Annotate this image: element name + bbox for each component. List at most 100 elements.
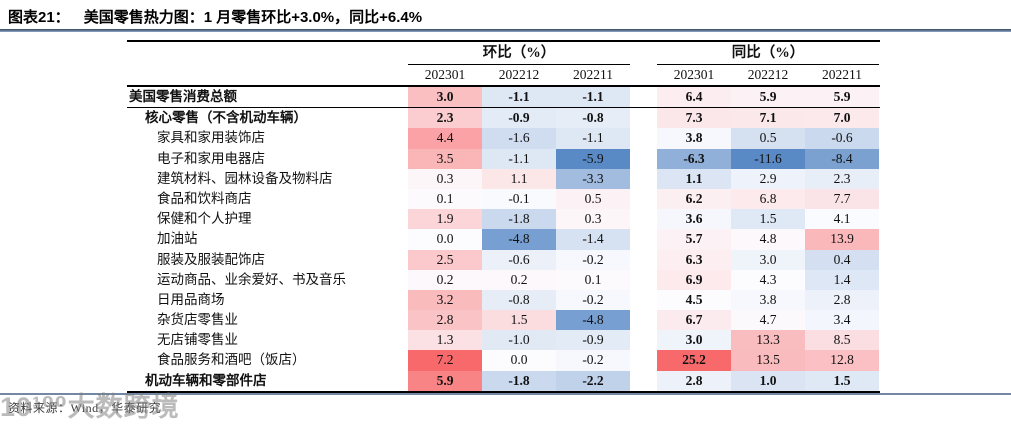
heat-cell-yoy: 1.4	[805, 269, 879, 290]
heat-cell-mom: -1.6	[482, 128, 556, 149]
table-row: 建筑材料、园林设备及物料店 0.3 1.1 -3.3 1.1 2.9 2.3	[127, 168, 880, 189]
heat-cell-mom: 3.2	[408, 289, 482, 311]
heat-cell-yoy: 2.3	[805, 168, 879, 189]
heat-cell-mom: 0.3	[556, 209, 630, 230]
heat-cell-mom: 0.0	[408, 229, 482, 250]
column-header-mom: 202211	[573, 67, 613, 82]
row-label: 美国零售消费总额	[129, 89, 237, 104]
table-row: 家具和家用装饰店 4.4 -1.6 -1.1 3.8 0.5 -0.6	[127, 128, 880, 149]
heat-cell-yoy: 8.5	[805, 330, 879, 351]
heat-cell-mom: -0.8	[482, 289, 556, 311]
group-gap	[630, 149, 657, 169]
column-header-yoy: 202211	[822, 67, 862, 82]
figure-caption: 美国零售热力图：1 月零售环比+3.0%，同比+6.4%	[83, 9, 423, 26]
heat-cell-mom: -0.8	[556, 108, 630, 129]
heat-cell-yoy: 6.9	[657, 269, 731, 290]
table-date-header-row: 202301 202212 202211 202301 202212 202211	[127, 64, 880, 87]
heat-cell-mom: -3.3	[556, 168, 630, 189]
group-gap	[630, 209, 657, 229]
heat-cell-yoy: 2.8	[805, 289, 879, 311]
heat-cell-yoy: 1.1	[657, 168, 731, 189]
heat-cell-mom: 2.3	[408, 108, 482, 129]
group-gap	[630, 330, 657, 350]
group-gap	[630, 371, 657, 391]
heat-cell-yoy: 3.8	[731, 289, 805, 311]
heat-cell-mom: 0.0	[482, 350, 556, 371]
row-label: 建筑材料、园林设备及物料店	[157, 170, 333, 186]
heat-cell-yoy: 3.0	[657, 330, 731, 351]
footer-divider	[0, 393, 1011, 395]
heat-cell-yoy: 1.0	[731, 370, 805, 391]
retail-heatmap-table: 环比（%） 同比（%） 202301 202212 202211 202301 202212…	[127, 40, 880, 393]
heat-cell-yoy: 5.9	[805, 87, 879, 108]
heat-cell-mom: 5.9	[408, 370, 482, 391]
heat-cell-yoy: 4.5	[657, 289, 731, 311]
table-row: 电子和家用电器店 3.5 -1.1 -5.9 -6.3 -11.6 -8.4	[127, 148, 880, 169]
heat-cell-mom: 2.8	[408, 310, 482, 331]
group-gap	[630, 229, 657, 249]
group-gap	[630, 128, 657, 148]
heat-cell-yoy: 4.8	[731, 229, 805, 250]
column-header-yoy: 202301	[673, 67, 715, 82]
heat-cell-yoy: 13.9	[805, 229, 879, 250]
row-label: 机动车辆和零部件店	[145, 372, 267, 388]
group-gap	[630, 169, 657, 189]
row-label: 核心零售（不含机动车辆）	[145, 110, 307, 126]
heat-cell-mom: -1.1	[556, 128, 630, 149]
heat-cell-mom: -1.8	[482, 209, 556, 230]
group-gap	[630, 189, 657, 209]
heat-cell-yoy: 0.5	[731, 128, 805, 149]
heat-cell-yoy: 13.5	[731, 350, 805, 371]
heat-cell-mom: -1.8	[482, 370, 556, 391]
corner-cell	[127, 64, 408, 85]
heat-cell-yoy: -6.3	[657, 148, 731, 169]
heat-cell-yoy: -11.6	[731, 148, 805, 169]
table-row: 杂货店零售业 2.8 1.5 -4.8 6.7 4.7 3.4	[127, 310, 880, 331]
row-label: 杂货店零售业	[157, 312, 238, 328]
heat-cell-yoy: 3.0	[731, 249, 805, 270]
column-header-mom: 202301	[424, 67, 466, 82]
heat-cell-yoy: 3.6	[657, 209, 731, 230]
row-label: 电子和家用电器店	[157, 150, 265, 166]
source-note: 资料来源：Wind，华泰研究	[8, 401, 162, 415]
table-row: 核心零售（不含机动车辆） 2.3 -0.9 -0.8 7.3 7.1 7.0	[127, 108, 880, 129]
row-label: 家具和家用装饰店	[157, 130, 265, 146]
table-row: 加油站 0.0 -4.8 -1.4 5.7 4.8 13.9	[127, 229, 880, 250]
heat-cell-mom: 0.1	[556, 269, 630, 290]
heat-cell-mom: 0.1	[408, 188, 482, 210]
heat-cell-mom: -1.1	[482, 87, 556, 108]
table-row: 服装及服装配饰店 2.5 -0.6 -0.2 6.3 3.0 0.4	[127, 249, 880, 270]
heat-cell-mom: 4.4	[408, 128, 482, 149]
heat-cell-yoy: 5.9	[731, 87, 805, 108]
group-header-yoy: 同比（%）	[657, 42, 879, 65]
heat-cell-mom: 1.9	[408, 209, 482, 230]
heat-cell-yoy: 13.3	[731, 330, 805, 351]
group-gap	[630, 87, 657, 107]
heat-cell-yoy: 6.2	[657, 188, 731, 210]
heat-cell-yoy: -8.4	[805, 148, 879, 169]
row-label: 食品和饮料商店	[157, 190, 252, 206]
heat-cell-yoy: 4.1	[805, 209, 879, 230]
heat-cell-mom: -2.2	[556, 370, 630, 391]
column-header-mom: 202212	[498, 67, 540, 82]
table-row: 无店铺零售业 1.3 -1.0 -0.9 3.0 13.3 8.5	[127, 330, 880, 351]
group-gap	[630, 64, 657, 85]
group-gap	[630, 290, 657, 310]
table-row: 机动车辆和零部件店 5.9 -1.8 -2.2 2.8 1.0 1.5	[127, 370, 880, 393]
figure-title: 图表21： 美国零售热力图：1 月零售环比+3.0%，同比+6.4%	[8, 6, 422, 27]
heat-cell-mom: 0.3	[408, 168, 482, 189]
table-group-header-row: 环比（%） 同比（%）	[127, 42, 880, 65]
heat-cell-yoy: 7.3	[657, 108, 731, 129]
group-gap	[630, 250, 657, 270]
heat-cell-mom: -4.8	[482, 229, 556, 250]
row-label: 日用品商场	[157, 291, 225, 307]
heat-cell-yoy: 2.9	[731, 168, 805, 189]
heat-cell-mom: -1.1	[556, 87, 630, 108]
row-label: 无店铺零售业	[157, 332, 238, 348]
heat-cell-mom: -1.1	[482, 148, 556, 169]
table-row: 运动商品、业余爱好、书及音乐 0.2 0.2 0.1 6.9 4.3 1.4	[127, 269, 880, 290]
group-gap	[630, 310, 657, 330]
figure-label: 图表21：	[8, 9, 70, 26]
heat-cell-mom: 0.2	[408, 269, 482, 290]
heat-cell-yoy: 1.5	[731, 209, 805, 230]
